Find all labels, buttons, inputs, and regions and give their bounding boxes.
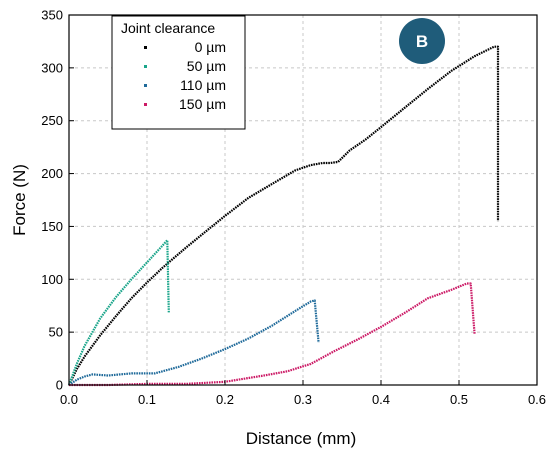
- legend-entry-label: 110 µm: [180, 77, 226, 93]
- y-tick-label: 100: [41, 272, 63, 287]
- legend-entries: 0 µm 50 µm 110 µm 150 µm: [144, 39, 226, 112]
- x-axis-title: Distance (mm): [246, 429, 357, 448]
- x-tick-label: 0.0: [60, 392, 78, 407]
- series-line: [69, 282, 476, 387]
- series-line: [68, 45, 500, 386]
- y-axis-title: Force (N): [10, 164, 29, 236]
- legend-entry-label: 0 µm: [195, 39, 226, 55]
- legend-entry-label: 50 µm: [187, 58, 226, 74]
- series-line: [68, 299, 320, 386]
- series-layer: [67, 45, 500, 387]
- y-tick-label: 200: [41, 166, 63, 181]
- x-tick-label: 0.3: [294, 392, 312, 407]
- series-line: [67, 239, 170, 386]
- x-tick-label: 0.6: [528, 392, 546, 407]
- legend-entry-label: 150 µm: [179, 96, 226, 112]
- legend: Joint clearance 0 µm 50 µm 110 µm 150 µm: [111, 15, 246, 130]
- tick-layer: 0.0 0.1 0.2 0.3 0.4 0.5 0.6 0 50 100 150 200 250 300 3…: [41, 8, 546, 408]
- y-tick-label: 0: [56, 378, 63, 393]
- legend-marker: [144, 65, 147, 68]
- x-tick-label: 0.4: [372, 392, 390, 407]
- y-tick-label: 350: [41, 8, 63, 23]
- x-tick-label: 0.5: [450, 392, 468, 407]
- y-tick-label: 50: [49, 325, 63, 340]
- panel-label: B: [416, 32, 428, 51]
- legend-box: [111, 15, 246, 130]
- y-tick-label: 150: [41, 219, 63, 234]
- x-tick-label: 0.1: [138, 392, 156, 407]
- x-tick-label: 0.2: [216, 392, 234, 407]
- legend-marker: [144, 103, 147, 106]
- legend-marker: [144, 84, 147, 87]
- legend-marker: [144, 46, 147, 49]
- legend-title: Joint clearance: [121, 20, 215, 36]
- y-tick-label: 250: [41, 113, 63, 128]
- panel-label-circle: [399, 18, 445, 64]
- panel-label-badge: B: [399, 18, 445, 64]
- y-tick-label: 300: [41, 60, 63, 75]
